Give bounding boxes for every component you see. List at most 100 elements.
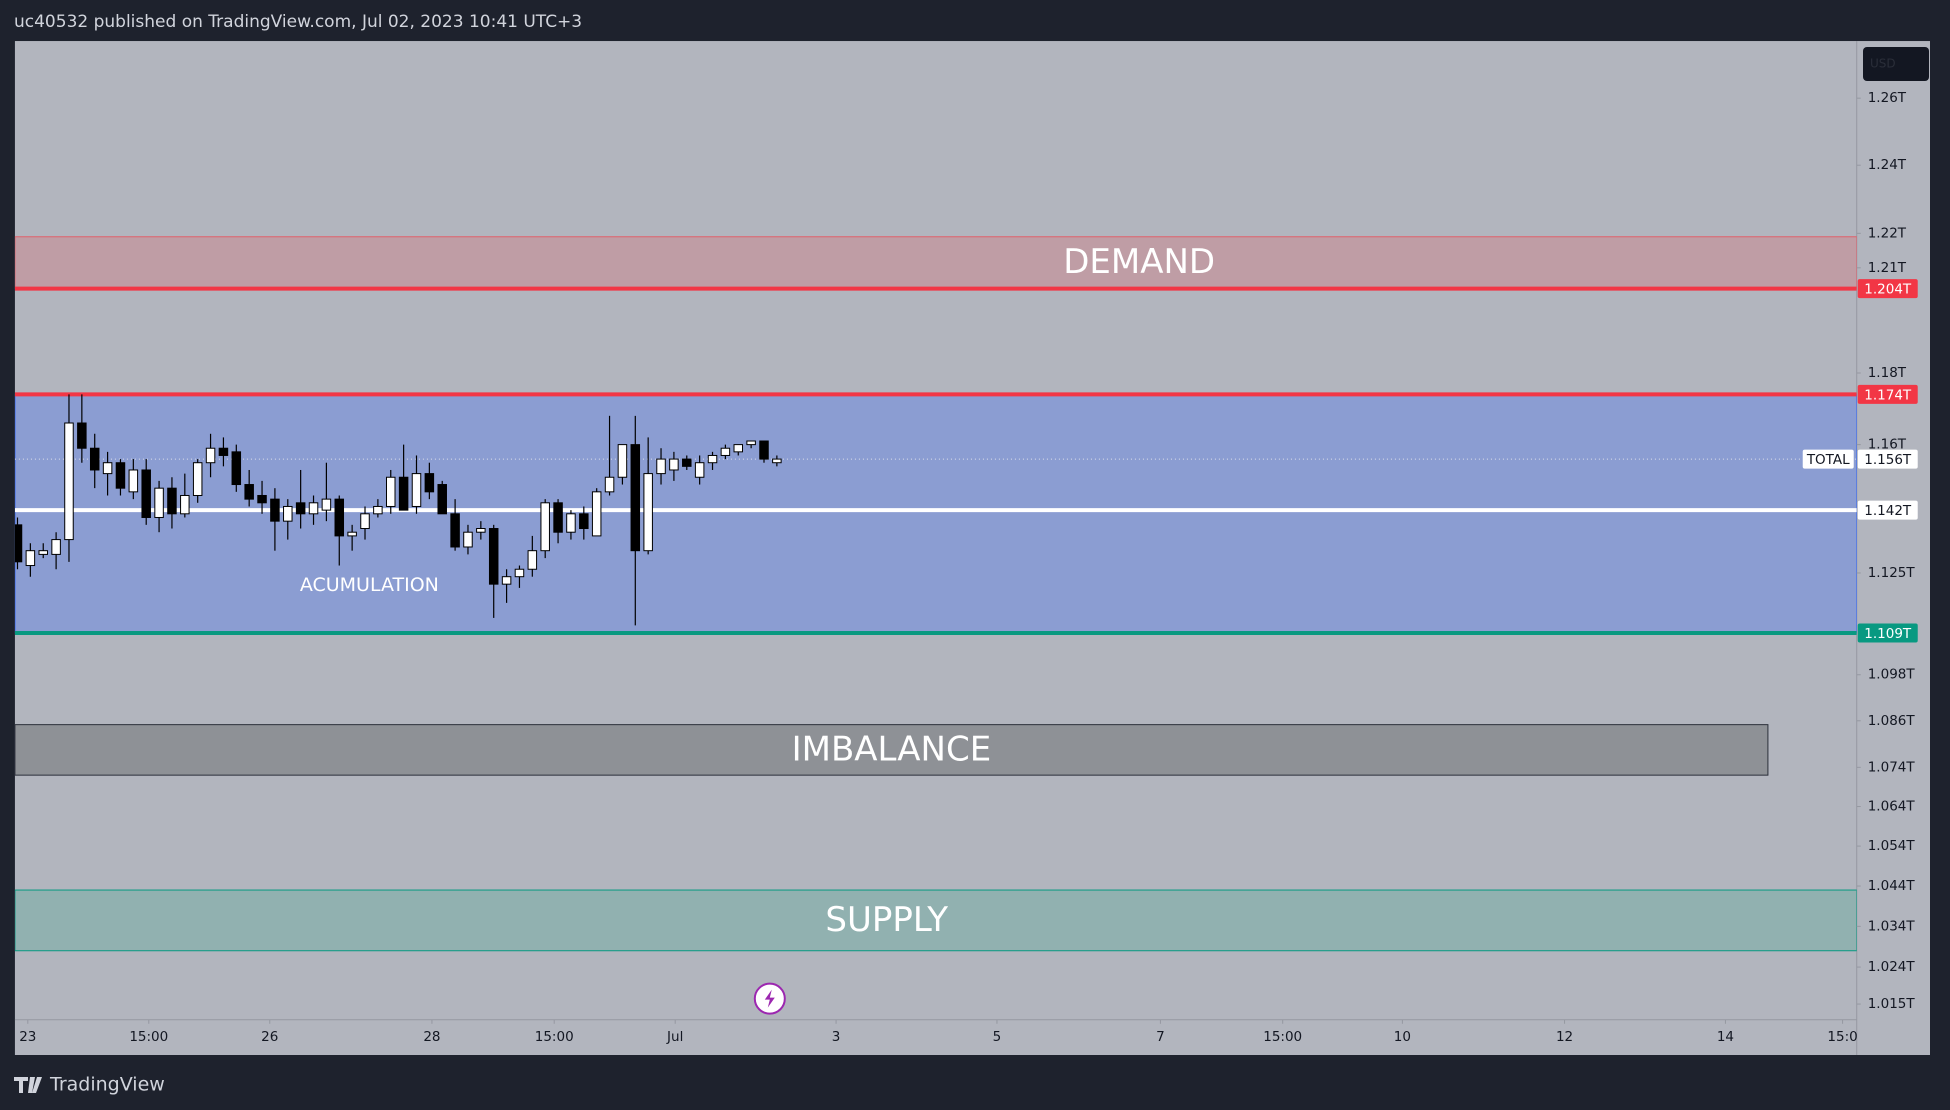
candle-body	[643, 473, 653, 552]
candle-body	[669, 458, 679, 471]
candle-body	[347, 531, 357, 537]
x-tick-label: 7	[1156, 1029, 1165, 1045]
plot: DEMAND ACUMULATION IMBALANCE SUPPLY	[14, 236, 1857, 952]
candle-body	[694, 462, 705, 478]
price-badge	[1857, 623, 1918, 643]
x-tick-label: 28	[423, 1029, 440, 1045]
zone-label: DEMAND	[1063, 242, 1215, 282]
y-tick-label: 1.21T	[1868, 260, 1907, 276]
symbol-badge	[1802, 449, 1854, 469]
candle-body	[720, 447, 731, 456]
candle-body	[270, 498, 280, 522]
y-tick-label: 1.064T	[1868, 799, 1916, 815]
time-axis	[14, 1019, 1857, 1055]
x-tick-label: 10	[1394, 1029, 1411, 1045]
zone	[14, 393, 1857, 634]
y-tick-label: 1.098T	[1868, 667, 1916, 683]
event-bolt	[764, 989, 775, 1008]
x-tick-label: 15:00	[1263, 1029, 1302, 1045]
tv-logo	[14, 1077, 42, 1093]
x-tick-label: 15:0	[1827, 1029, 1857, 1045]
candle-body	[244, 484, 254, 500]
x-tick-label: 15:00	[129, 1029, 168, 1045]
candle-body	[682, 458, 692, 467]
y-tick-label: 1.044T	[1868, 878, 1916, 894]
zone	[14, 236, 1857, 290]
x-tick-label: Jul	[666, 1029, 683, 1045]
candle-body	[488, 528, 499, 585]
y-tick-label: 1.086T	[1868, 713, 1916, 729]
y-tick-label: 1.024T	[1868, 959, 1916, 975]
candle-body	[553, 502, 563, 533]
candle-body	[128, 469, 139, 493]
candle-body	[77, 422, 87, 449]
currency-badge	[1863, 47, 1929, 81]
candle-body	[385, 476, 396, 507]
candle-body	[540, 502, 550, 552]
publish-header: uc40532 published on TradingView.com, Ju…	[14, 12, 582, 32]
candle-body	[360, 513, 370, 530]
candle-body	[411, 473, 422, 507]
y-tick-label: 1.034T	[1868, 918, 1916, 934]
zone-label: ACUMULATION	[300, 574, 439, 596]
candle-body	[167, 487, 177, 515]
candle-body	[115, 462, 126, 489]
x-tick-label: 14	[1717, 1029, 1734, 1045]
candle-body	[604, 476, 615, 493]
x-tick-label: 15:00	[535, 1029, 574, 1045]
price-badge	[1857, 384, 1918, 404]
candle-body	[25, 550, 36, 567]
candle-body	[437, 484, 447, 515]
candle-body	[656, 458, 666, 475]
price-badge	[1857, 279, 1918, 299]
candle-body	[398, 476, 409, 511]
candle-body	[154, 487, 164, 518]
candle-body	[463, 531, 473, 548]
x-tick-label: 26	[261, 1029, 278, 1045]
event-icon	[753, 982, 786, 1015]
y-tick-label: 1.22T	[1868, 225, 1907, 241]
candle-body	[746, 440, 756, 446]
zone	[14, 724, 1769, 776]
price-axis	[1856, 41, 1930, 1055]
x-tick-label: 5	[993, 1029, 1002, 1045]
zone-label: SUPPLY	[825, 900, 948, 940]
y-tick-label: 1.26T	[1868, 90, 1907, 106]
candle-body	[38, 550, 48, 555]
candle-body	[733, 444, 744, 453]
candle-body	[283, 505, 293, 522]
y-tick-label: 1.125T	[1868, 565, 1916, 581]
y-tick-label: 1.18T	[1868, 365, 1907, 381]
price-badge-label: 1.204T	[1864, 282, 1912, 298]
candle-body	[308, 502, 319, 515]
x-tick-label: 3	[832, 1029, 841, 1045]
candle-body	[476, 528, 486, 533]
candle-body	[14, 524, 23, 563]
price-badge-label: 1.174T	[1864, 387, 1912, 403]
candle-body	[373, 505, 383, 515]
currency-label: USD	[1870, 57, 1896, 71]
y-tick-label: 1.054T	[1868, 838, 1916, 854]
candle-body	[630, 444, 641, 552]
candle-body	[180, 494, 190, 515]
candle-body	[295, 502, 306, 515]
candle-body	[141, 469, 151, 518]
candle-body	[51, 539, 61, 555]
x-tick-label: 12	[1556, 1029, 1573, 1045]
candle-body	[89, 447, 100, 471]
price-badge	[1857, 449, 1918, 469]
candle-body	[450, 513, 460, 548]
y-tick-label: 1.16T	[1868, 437, 1907, 453]
candle-body	[334, 498, 345, 537]
candle-body	[527, 550, 538, 570]
candle-body	[321, 498, 332, 511]
candle-body	[231, 451, 242, 486]
candle-body	[257, 494, 267, 504]
candle-body	[772, 458, 782, 464]
price-badge	[1857, 500, 1918, 520]
candle-body	[514, 568, 525, 578]
candle-body	[707, 454, 718, 464]
price-badge-label: 1.109T	[1864, 626, 1912, 642]
